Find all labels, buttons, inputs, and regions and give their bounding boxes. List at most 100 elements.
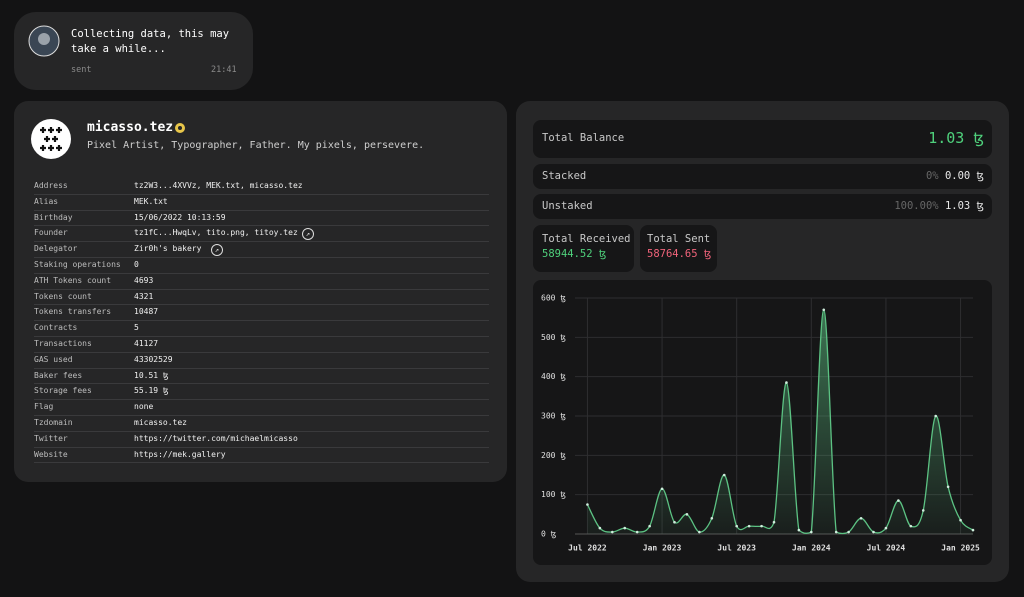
data-point [635,530,639,534]
detail-key: Address [34,181,68,190]
total-balance: 1.03 ꜩ [928,129,984,147]
data-point [710,516,714,520]
x-tick-label: Jan 2024 [792,544,831,553]
detail-value: 10487 [134,307,159,317]
detail-key: Storage fees [34,386,92,396]
chart: 0 ꜩ 100 ꜩ 200 ꜩ 300 ꜩ 400 ꜩ 500 ꜩ 600 ꜩ Jul 202… [533,280,992,565]
data-point [785,381,788,384]
detail-key: ATH Tokens count [34,275,112,285]
message-time: 21:41 [211,65,237,75]
unstaked: 1.03 ꜩ [944,200,984,212]
staked-pct: 0% [925,170,939,182]
detail-row: Tzdomain micasso.tez [34,415,489,432]
data-point [747,524,751,528]
data-point [909,524,913,528]
balance-panel: Total Balance 1.03 ꜩ Stacked 0% 0.00 ꜩ U… [516,101,1009,582]
detail-value: 10.51 ꜩ [134,370,169,380]
detail-value: micasso.tez [134,418,187,427]
data-point [797,528,801,532]
staked-values: 0% 0.00 ꜩ [926,170,984,182]
detail-value: https://twitter.com/michaelmicasso [134,433,298,443]
detail-key: Birthday [34,212,73,222]
detail-value: 55.19 ꜩ [134,386,169,396]
detail-row: Contracts 5 [34,320,489,337]
message-bubble: Collecting data, this may take a while..… [14,12,253,90]
y-tick-label: 200 ꜩ [541,451,566,460]
received: 58944.52 ꜩ [542,248,607,260]
detail-key: Tokens count [34,291,92,301]
detail-row: Baker fees 10.51 ꜩ [34,368,489,385]
detail-value: 15/06/2022 10:13:59 [134,212,226,222]
x-tick-label: Jul 2022 [568,544,607,553]
data-point [673,520,676,524]
data-point [921,509,925,512]
total-balance-box: Total Balance 1.03 ꜩ [533,120,992,158]
staked-box: Stacked 0% 0.00 ꜩ [533,164,992,189]
detail-key: Staking operations [34,260,121,269]
data-point [698,530,701,534]
data-point [859,516,863,520]
data-point [660,487,664,491]
data-point [598,526,602,530]
label: Total Balance [542,132,625,144]
data-point [847,530,850,534]
label: Stacked [542,170,587,182]
detail-row: Tokens transfers 10487 [34,304,489,322]
y-tick-label: 100 ꜩ [541,490,566,499]
detail-value: 0 [134,260,139,269]
detail-key: Delegator [34,244,78,254]
y-tick-label: 400 ꜩ [541,372,566,381]
link-icon[interactable]: ↗ [211,244,223,257]
data-point [772,520,776,524]
data-point [611,530,614,534]
detail-value: tz1fC...HwqLv, tito.png, titoy.tez [134,228,298,238]
data-point [722,473,726,477]
detail-key: Website [34,449,68,459]
message-status: sent [71,65,92,75]
data-point [884,526,888,530]
link-icon[interactable]: ↗ [302,228,314,241]
detail-row: Address tz2W3...4XVVz, MEK.txt, micasso.t… [34,178,489,195]
detail-key: Twitter [34,433,68,443]
data-point [897,499,900,502]
data-point [810,530,813,534]
detail-row: Founder tz1fC...HwqLv, tito.png, titoy.te… [34,225,489,243]
y-tick-label: 500 ꜩ [541,333,566,342]
detail-key: Tokens transfers [34,307,112,317]
y-tick-label: 0 ꜩ [541,530,557,539]
detail-row: Transactions 41127 [34,336,489,353]
detail-value: Zir0h's bakery [134,244,202,254]
sent-box: Total Sent 58764.65 ꜩ [640,225,717,272]
detail-row: Flag none [34,399,489,416]
detail-key: Alias [34,196,59,206]
profile-panel: micasso.tez Pixel Artist, Typographer, F… [14,101,507,482]
y-tick-label: 600 ꜩ [541,294,566,303]
detail-value: https://mek.gallery [134,449,226,459]
received-box: Total Received 58944.52 ꜩ [533,225,634,272]
detail-value: 41127 [134,339,159,348]
detail-row: Twitter https://twitter.com/michaelmicass… [34,431,489,448]
profile-bio: Pixel Artist, Typographer, Father. My pi… [87,140,425,151]
data-point [872,530,875,534]
detail-row: Storage fees 55.19 ꜩ [34,383,489,401]
x-tick-label: Jul 2023 [717,544,756,553]
data-point [959,518,962,522]
unstaked-box: Unstaked 100.00% 1.03 ꜩ [533,194,992,219]
area-fill [587,309,973,534]
x-tick-label: Jan 2025 [941,544,980,553]
unstaked-values: 100.00% 1.03 ꜩ [894,200,984,212]
data-point [586,503,589,506]
data-point [834,530,838,534]
avatar [28,25,60,57]
data-point [685,513,689,516]
detail-value: 4693 [134,275,154,285]
x-tick-label: Jul 2024 [867,544,906,553]
detail-value: 5 [134,323,139,333]
data-point [648,524,651,528]
detail-key: GAS used [34,354,73,364]
data-point [934,414,937,418]
data-point [735,524,738,528]
message-text: Collecting data, this may take a while..… [71,28,230,55]
data-point [623,526,627,530]
